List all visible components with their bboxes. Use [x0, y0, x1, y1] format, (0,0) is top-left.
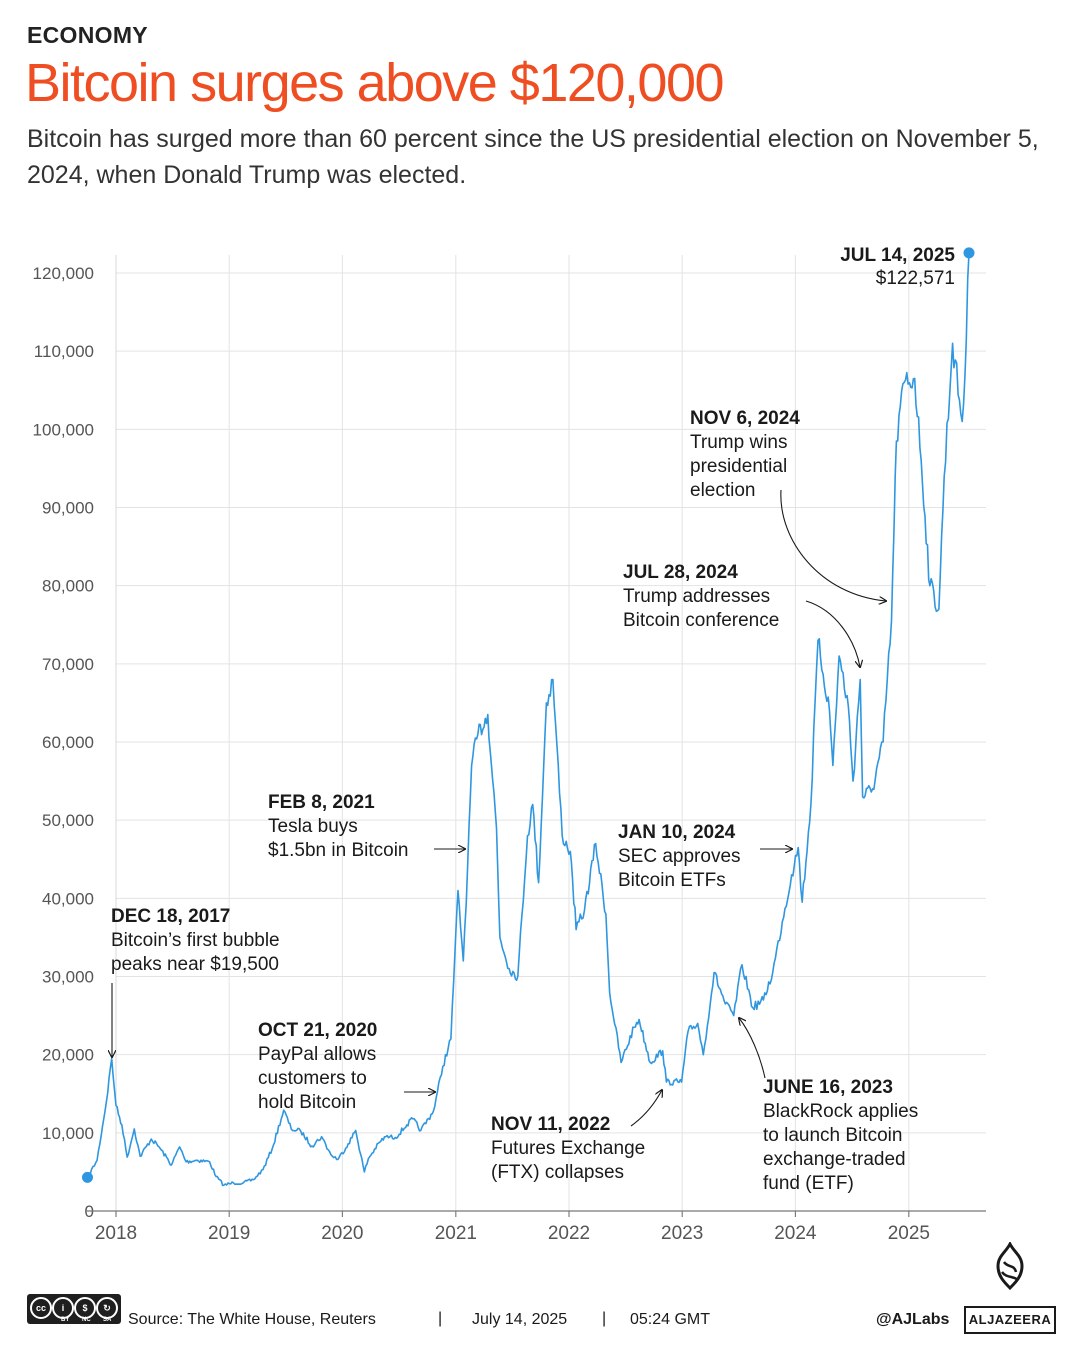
annotation-line: SEC approves	[618, 846, 741, 867]
annotation-text: Trump wins presidential election	[690, 432, 787, 501]
y-tick-label: 10,000	[42, 1124, 94, 1143]
sharealike-icon: ↻	[96, 1297, 118, 1319]
annotation-line: Bitcoin conference	[623, 610, 779, 631]
annotation-line: Bitcoin ETFs	[618, 870, 726, 891]
aljazeera-logo-icon	[996, 1242, 1024, 1291]
annotation-text: Tesla buys $1.5bn in Bitcoin	[268, 816, 409, 861]
annotation-date: NOV 11, 2022	[491, 1114, 610, 1135]
start-point-marker	[81, 1171, 93, 1183]
license-sa: SA	[103, 1317, 112, 1323]
y-tick-label: 80,000	[42, 577, 94, 596]
footer-time: 05:24 GMT	[630, 1311, 711, 1328]
annotation-line: election	[690, 480, 756, 501]
x-tick-label: 2021	[435, 1223, 477, 1244]
annotation-date: FEB 8, 2021	[268, 792, 375, 813]
x-tick-label: 2024	[774, 1223, 817, 1244]
annotation-text: Bitcoin’s first bubble peaks near $19,500	[111, 930, 280, 975]
annotation-text: SEC approves Bitcoin ETFs	[618, 846, 741, 891]
annotation-line: BlackRock applies	[763, 1101, 918, 1122]
license-by: BY	[61, 1317, 70, 1323]
annotation-line: Tesla buys	[268, 816, 358, 837]
y-tick-label: 60,000	[42, 733, 94, 752]
annotation-date: OCT 21, 2020	[258, 1020, 377, 1041]
page-subtitle: Bitcoin has surged more than 60 percent …	[27, 125, 1039, 189]
section-kicker: ECONOMY	[27, 22, 148, 48]
x-tick-label: 2020	[321, 1223, 363, 1244]
x-tick-label: 2018	[95, 1223, 137, 1244]
y-axis: 010,00020,00030,00040,00050,00060,00070,…	[33, 264, 94, 1221]
y-tick-label: 120,000	[33, 264, 94, 283]
annotation-line: exchange-traded	[763, 1149, 906, 1170]
series-layer	[81, 247, 975, 1187]
annotation-arrow	[780, 489, 886, 601]
y-tick-label: 30,000	[42, 968, 94, 987]
annotation-text: Trump addresses Bitcoin conference	[623, 586, 779, 631]
license-nc: NC	[82, 1317, 91, 1323]
annotation-line: Bitcoin’s first bubble	[111, 930, 280, 951]
x-tick-label: 2019	[208, 1223, 250, 1244]
annotation-date: JUNE 16, 2023	[763, 1077, 893, 1098]
y-tick-label: 100,000	[33, 420, 94, 439]
annotation-line: $1.5bn in Bitcoin	[268, 840, 409, 861]
annotation-arrow	[805, 600, 860, 667]
page-title: Bitcoin surges above $120,000	[25, 53, 725, 113]
annotation-line: customers to	[258, 1068, 367, 1089]
chart-grid	[115, 255, 986, 1211]
annotation-text: BlackRock applies to launch Bitcoin exchan…	[763, 1101, 918, 1194]
price-chart: 010,00020,00030,00040,00050,00060,00070,…	[33, 245, 986, 1244]
source-text: Source: The White House, Reuters	[128, 1311, 376, 1328]
y-tick-label: 40,000	[42, 889, 94, 908]
annotation-line: presidential	[690, 456, 787, 477]
cc-license-badge: cc i $ ↻ BY NC SA	[27, 1294, 121, 1324]
annotation-arrow	[739, 1018, 766, 1079]
annotation-line: fund (ETF)	[763, 1173, 854, 1194]
annotation-text: Futures Exchange (FTX) collapses	[491, 1138, 645, 1183]
y-tick-label: 50,000	[42, 811, 94, 830]
footer-separator: |	[602, 1310, 607, 1327]
ajlabs-handle: @AJLabs	[876, 1311, 950, 1328]
x-tick-label: 2023	[661, 1223, 703, 1244]
cc-icon: cc	[30, 1297, 52, 1319]
annotation-line: Trump addresses	[623, 586, 770, 607]
x-axis: 2018 2019 2020 2021 2022 2023 2024 2025	[87, 1210, 986, 1244]
annotation-line: Futures Exchange	[491, 1138, 645, 1159]
endpoint-value: $122,571	[876, 268, 955, 289]
annotation-line: (FTX) collapses	[491, 1162, 624, 1183]
y-tick-label: 110,000	[34, 342, 94, 361]
annotation-line: hold Bitcoin	[258, 1092, 356, 1113]
footer-separator: |	[438, 1310, 443, 1327]
x-tick-label: 2025	[888, 1223, 930, 1244]
end-point-marker	[963, 247, 975, 259]
annotations-layer: JUL 14, 2025$122,571 DEC 18, 2017 Bitcoin’…	[111, 245, 955, 1194]
annotation-line: PayPal allows	[258, 1044, 376, 1065]
attribution-icon: i	[52, 1297, 74, 1319]
annotation-arrow	[630, 1090, 662, 1127]
annotation-date: JUL 28, 2024	[623, 562, 738, 583]
annotation-date: JAN 10, 2024	[618, 822, 736, 843]
annotation-date: DEC 18, 2017	[111, 906, 230, 927]
y-tick-label: 70,000	[42, 655, 94, 674]
annotation-date: NOV 6, 2024	[690, 408, 800, 429]
aljazeera-wordmark: ALJAZEERA	[964, 1306, 1056, 1334]
annotation-line: to launch Bitcoin	[763, 1125, 902, 1146]
noncommercial-icon: $	[74, 1297, 96, 1319]
y-tick-label: 90,000	[42, 499, 94, 518]
y-tick-label: 20,000	[42, 1046, 94, 1065]
annotation-line: Trump wins	[690, 432, 787, 453]
footer: cc i $ ↻ BY NC SA Source: The White Hous…	[0, 1242, 1081, 1351]
annotation-line: peaks near $19,500	[111, 954, 279, 975]
bitcoin-price-line	[86, 252, 970, 1187]
endpoint-date: JUL 14, 2025	[840, 245, 955, 266]
footer-date: July 14, 2025	[472, 1311, 568, 1328]
x-tick-label: 2022	[548, 1223, 590, 1244]
annotation-text: PayPal allows customers to hold Bitcoin	[258, 1044, 376, 1113]
